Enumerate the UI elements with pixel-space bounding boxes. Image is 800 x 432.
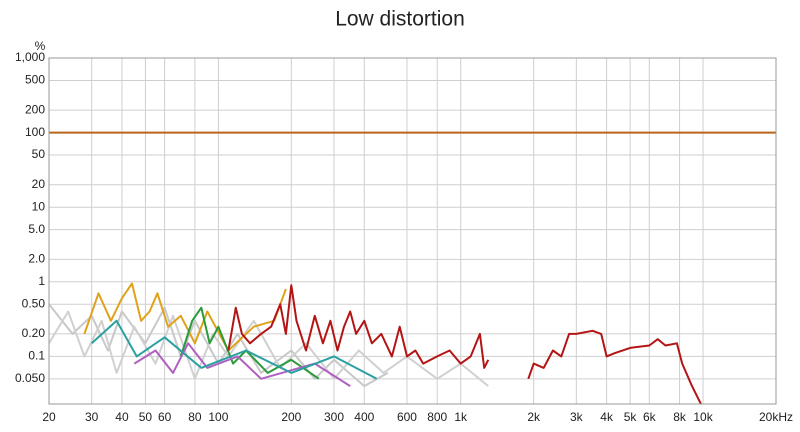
y-tick-label: 10	[32, 199, 46, 213]
x-tick-label: 2k	[527, 410, 541, 424]
series-line	[49, 303, 389, 388]
x-tick-label: 20	[42, 410, 56, 424]
x-tick-label: 200	[281, 410, 301, 424]
y-tick-label: 500	[25, 73, 45, 87]
x-tick-label: 800	[427, 410, 447, 424]
y-tick-label: 0.20	[22, 326, 46, 340]
x-tick-label: 3k	[570, 410, 584, 424]
x-tick-label: 20kHz	[759, 410, 793, 424]
x-tick-label: 80	[188, 410, 202, 424]
x-tick-label: 50	[139, 410, 153, 424]
plot-area	[49, 131, 776, 404]
x-tick-label: 30	[85, 410, 99, 424]
y-tick-label: 2.0	[28, 252, 45, 266]
y-axis-label: %	[35, 39, 46, 53]
x-tick-label: 600	[397, 410, 417, 424]
y-tick-label: 0.050	[15, 371, 45, 385]
x-tick-label: 4k	[600, 410, 614, 424]
series-line	[91, 319, 378, 380]
x-tick-label: 8k	[673, 410, 687, 424]
y-tick-label: 0.1	[28, 349, 45, 363]
x-tick-label: 1k	[454, 410, 468, 424]
plot-frame	[48, 57, 777, 405]
x-tick-label: 5k	[624, 410, 638, 424]
series-line	[133, 342, 351, 387]
x-tick-label: 400	[354, 410, 374, 424]
x-tick-label: 100	[208, 410, 228, 424]
y-tick-label: 50	[32, 147, 46, 161]
y-tick-label: 1,000	[15, 50, 45, 64]
y-tick-label: 100	[25, 125, 45, 139]
series-line	[83, 282, 287, 352]
x-tick-label: 300	[324, 410, 344, 424]
y-tick-label: 200	[25, 102, 45, 116]
y-tick-label: 1	[38, 274, 45, 288]
y-tick-label: 5.0	[28, 222, 45, 236]
x-tick-label: 6k	[643, 410, 657, 424]
y-tick-label: 20	[32, 177, 46, 191]
y-tick-label: 0.50	[22, 296, 46, 310]
x-tick-label: 60	[158, 410, 172, 424]
x-tick-label: 40	[115, 410, 129, 424]
chart-title: Low distortion	[335, 8, 465, 31]
series-line	[227, 284, 702, 404]
grid	[48, 57, 777, 404]
x-tick-label: 10k	[693, 410, 713, 424]
